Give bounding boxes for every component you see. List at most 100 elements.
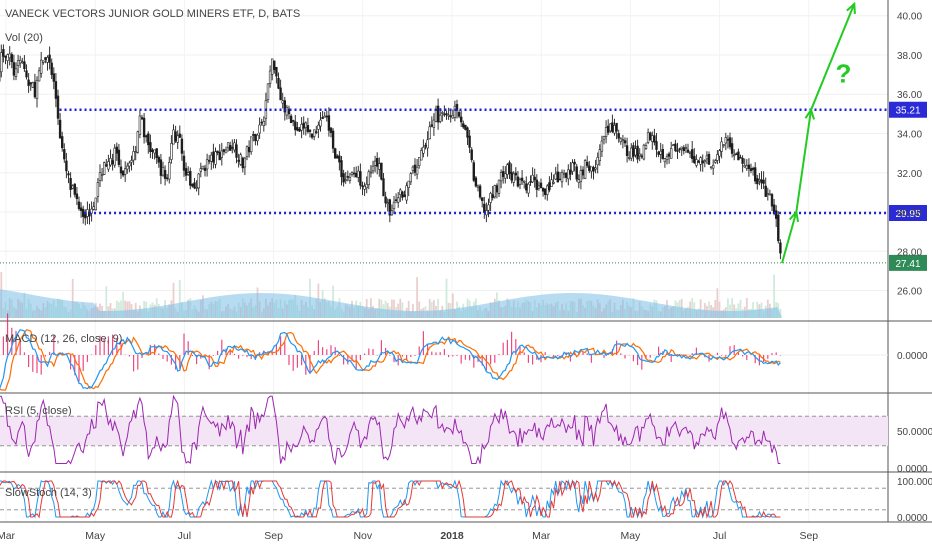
time-tick-label: Jul bbox=[178, 530, 191, 542]
candle-body bbox=[152, 150, 154, 152]
price-tick-label: 32.00 bbox=[897, 169, 922, 180]
candle-body bbox=[103, 163, 105, 175]
candle-body bbox=[708, 154, 710, 164]
macd-pane: 0.0000 bbox=[0, 313, 928, 390]
candle-body bbox=[297, 127, 299, 130]
candle-body bbox=[21, 62, 23, 63]
candle-body bbox=[544, 189, 546, 195]
candle-body bbox=[557, 172, 559, 182]
candle-body bbox=[593, 167, 595, 171]
candle-body bbox=[622, 140, 624, 141]
candle-body bbox=[500, 172, 502, 181]
candle-body bbox=[307, 125, 309, 131]
candle-body bbox=[504, 174, 506, 179]
candle-body bbox=[162, 167, 164, 175]
candle-body bbox=[645, 146, 647, 149]
candle-body bbox=[618, 133, 620, 138]
candle-body bbox=[322, 117, 324, 118]
candle-body bbox=[679, 149, 681, 150]
candle-body bbox=[336, 156, 338, 158]
candle-body bbox=[698, 162, 700, 163]
candle-body bbox=[700, 158, 702, 165]
candle-body bbox=[584, 161, 586, 179]
candle-body bbox=[481, 198, 483, 201]
candle-body bbox=[206, 160, 208, 169]
stoch-label: SlowStoch (14, 3) bbox=[5, 487, 92, 499]
candle-body bbox=[372, 166, 374, 171]
price-tick-label: 40.00 bbox=[897, 12, 922, 23]
candle-body bbox=[460, 117, 462, 122]
candle-body bbox=[664, 159, 666, 162]
time-tick-label: Mar bbox=[0, 530, 16, 542]
stoch-k-line bbox=[0, 481, 780, 517]
candle-body bbox=[305, 123, 307, 128]
candle-body bbox=[393, 202, 395, 209]
candle-body bbox=[511, 172, 513, 180]
candle-body bbox=[175, 132, 177, 141]
candle-body bbox=[341, 160, 343, 176]
candle-body bbox=[643, 145, 645, 159]
candle-body bbox=[471, 150, 473, 160]
time-tick-label: Mar bbox=[532, 530, 551, 542]
candle-body bbox=[234, 143, 236, 150]
candle-body bbox=[414, 165, 416, 172]
candle-body bbox=[498, 180, 500, 193]
candle-body bbox=[515, 173, 517, 175]
time-tick-label: Nov bbox=[353, 530, 372, 542]
candle-body bbox=[242, 158, 244, 168]
candle-body bbox=[777, 215, 779, 241]
candle-body bbox=[55, 81, 57, 98]
candle-body bbox=[347, 176, 349, 177]
candle-body bbox=[433, 120, 435, 127]
candle-body bbox=[303, 123, 305, 128]
candle-body bbox=[710, 167, 712, 168]
candle-body bbox=[450, 116, 452, 117]
candle-body bbox=[513, 174, 515, 182]
candle-body bbox=[641, 156, 643, 157]
candle-body bbox=[477, 186, 479, 187]
candle-body bbox=[754, 168, 756, 182]
candle-body bbox=[685, 148, 687, 149]
candle-body bbox=[580, 171, 582, 182]
candle-body bbox=[637, 146, 639, 159]
candle-body bbox=[439, 115, 441, 121]
candle-body bbox=[299, 129, 301, 131]
candle-body bbox=[280, 88, 282, 100]
time-tick-label: Jul bbox=[713, 530, 726, 542]
stoch-tick-label: 0.0000 bbox=[897, 513, 928, 524]
candle-body bbox=[444, 114, 446, 115]
candle-body bbox=[418, 158, 420, 166]
candle-body bbox=[454, 106, 456, 117]
candle-body bbox=[5, 56, 7, 57]
candle-body bbox=[656, 141, 658, 149]
candle-body bbox=[536, 180, 538, 190]
candle-body bbox=[139, 116, 141, 135]
candle-body bbox=[404, 195, 406, 197]
candle-body bbox=[425, 145, 427, 146]
price-tick-label: 26.00 bbox=[897, 287, 922, 298]
candle-body bbox=[355, 173, 357, 177]
candle-body bbox=[483, 204, 485, 213]
candle-body bbox=[555, 174, 557, 179]
candle-body bbox=[82, 209, 84, 216]
candle-body bbox=[635, 149, 637, 155]
candle-body bbox=[143, 118, 145, 137]
candle-body bbox=[721, 142, 723, 152]
candle-body bbox=[763, 180, 765, 183]
candle-body bbox=[80, 208, 82, 211]
candle-body bbox=[15, 69, 17, 77]
candle-body bbox=[248, 147, 250, 152]
candle-body bbox=[462, 124, 464, 128]
candle-body bbox=[530, 181, 532, 182]
candle-body bbox=[605, 127, 607, 136]
candle-body bbox=[269, 71, 271, 83]
candle-body bbox=[750, 168, 752, 170]
candle-body bbox=[731, 143, 733, 153]
candle-body bbox=[691, 150, 693, 159]
candle-body bbox=[416, 167, 418, 174]
candle-body bbox=[687, 150, 689, 152]
candle-body bbox=[320, 120, 322, 126]
